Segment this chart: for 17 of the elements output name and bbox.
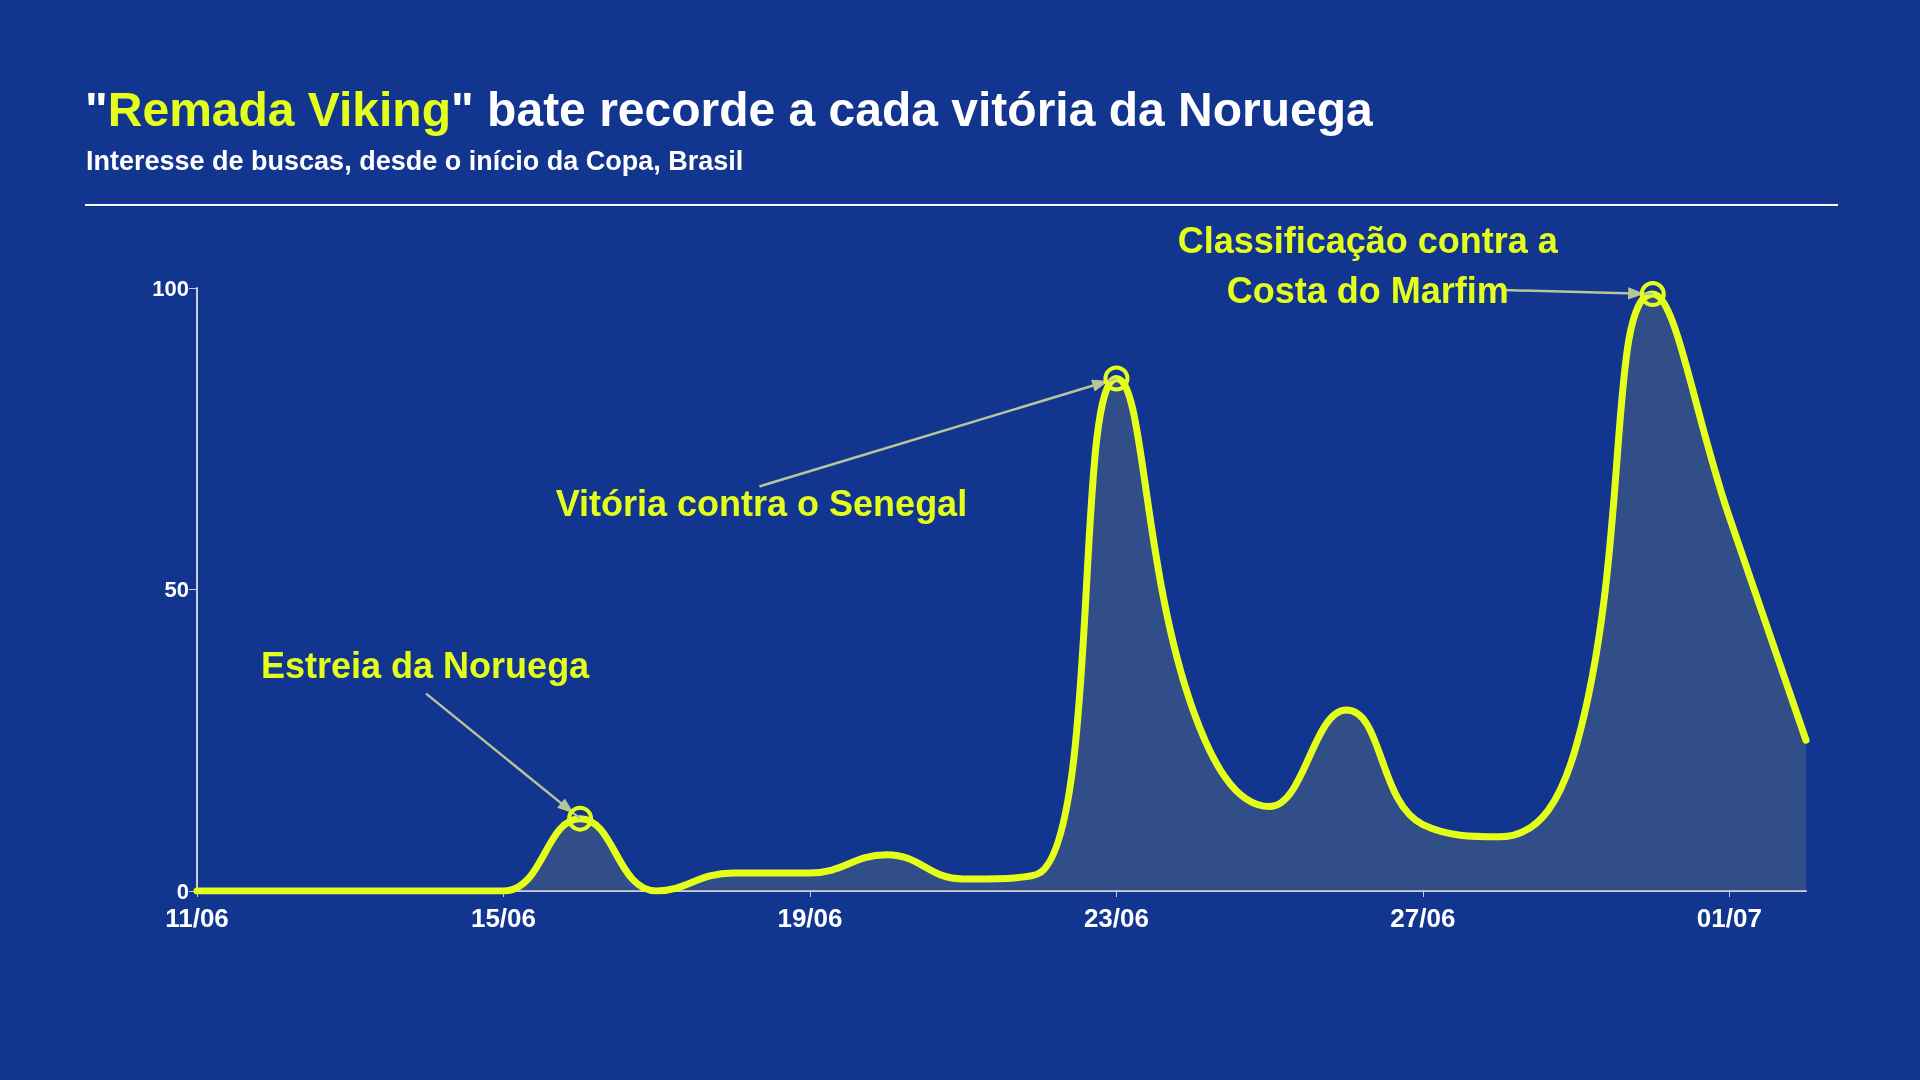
- y-tick-label: 50: [164, 577, 189, 602]
- annotation: Estreia da Noruega: [260, 643, 591, 688]
- x-tick-label: 15/06: [470, 903, 537, 933]
- x-tick-label: 19/06: [777, 903, 843, 933]
- chart-subtitle: Interesse de buscas, desde o início da Copa, Brasil: [86, 146, 744, 177]
- y-tick-label: 100: [152, 275, 189, 301]
- x-tick-label: 27/06: [1390, 903, 1456, 933]
- point: [1103, 365, 1130, 392]
- y-tick-label: 0: [176, 878, 189, 904]
- x-tick-label: 11/06: [165, 903, 229, 933]
- x-tick-label: 01/07: [1696, 903, 1762, 933]
- chart-title: "Remada Viking" bate recorde a cada vitória da Noruega: [85, 82, 1373, 137]
- point: [567, 805, 594, 832]
- annotation: Classificação contra a Costa do Marfim: [1176, 219, 1559, 313]
- point: [1639, 281, 1666, 308]
- x-tick-label: 23/06: [1083, 903, 1149, 933]
- annotation: Vitória contra o Senegal: [554, 482, 969, 527]
